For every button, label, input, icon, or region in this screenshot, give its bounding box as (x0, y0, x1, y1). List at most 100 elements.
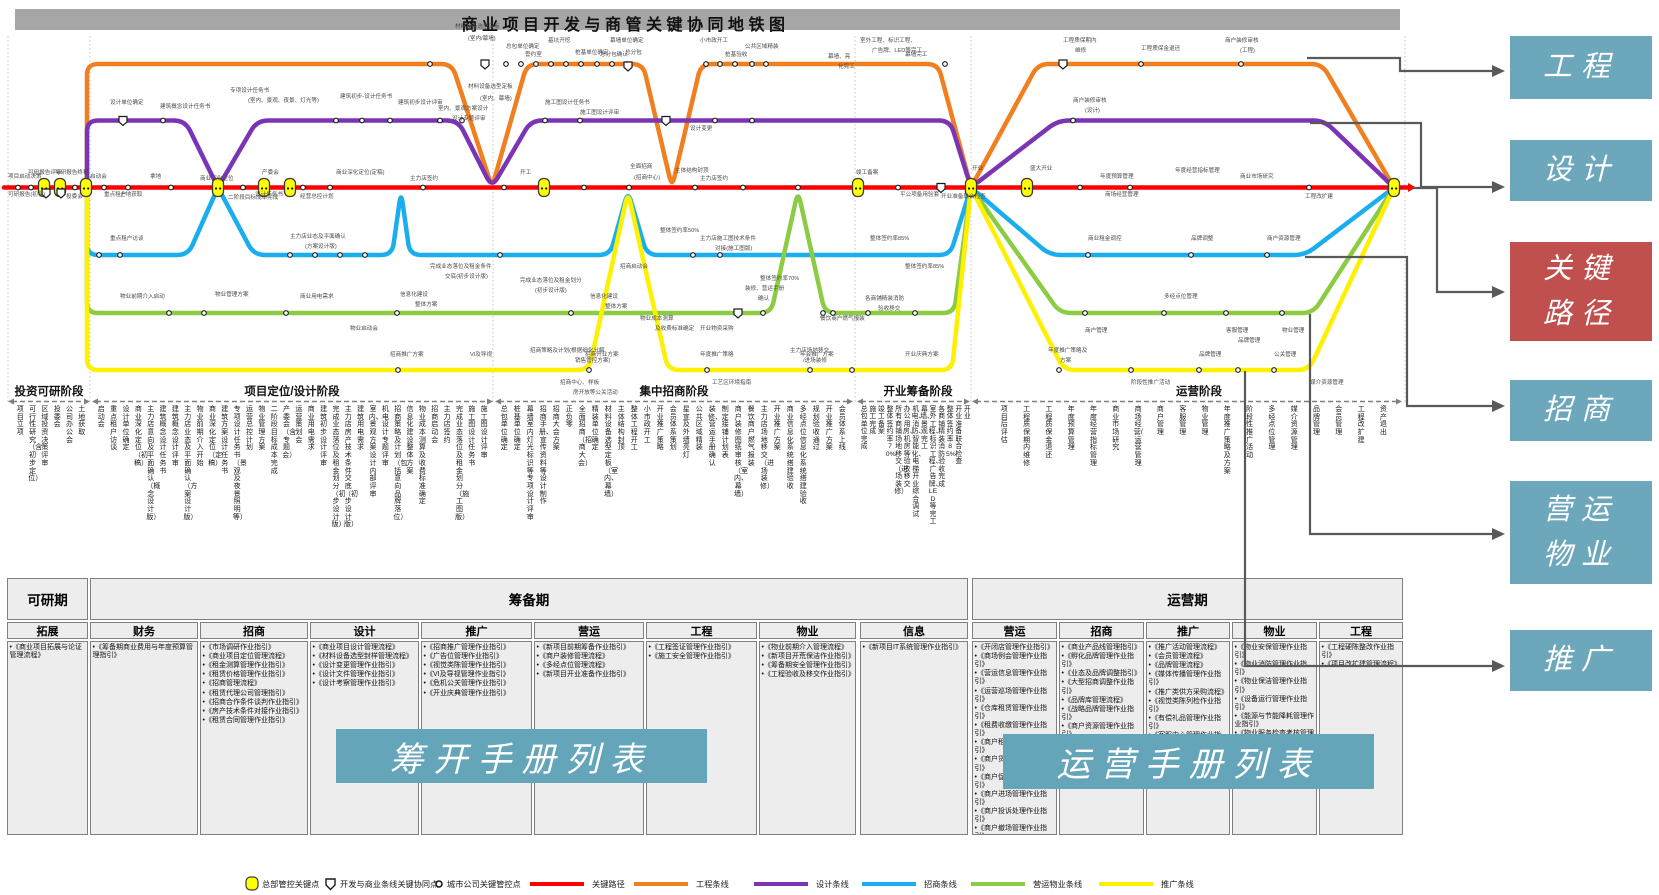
svg-text:/进场装修: /进场装修 (803, 356, 827, 364)
svg-text:房开放等公关活动: 房开放等公关活动 (573, 388, 618, 396)
svg-text:幕墙单位确定: 幕墙单位确定 (610, 36, 644, 44)
svg-text:主力店施工图技术条件: 主力店施工图技术条件 (700, 234, 756, 242)
svg-text:商户管理: 商户管理 (1085, 326, 1108, 334)
svg-text:推广条线: 推广条线 (1161, 879, 1194, 889)
svg-text:信息化建设: 信息化建设 (590, 292, 618, 300)
svg-text:可研报告终稿: 可研报告终稿 (55, 168, 89, 176)
svg-text:材料设备选型定板: 材料设备选型定板 (455, 22, 500, 30)
svg-text:小市政开工: 小市政开工 (700, 36, 728, 44)
svg-text:商户资源管理: 商户资源管理 (1267, 234, 1301, 242)
svg-text:(室内、景观、夜景、灯光等): (室内、景观、夜景、灯光等) (248, 96, 319, 104)
svg-text:投资可研阶段: 投资可研阶段 (15, 384, 84, 398)
svg-text:公关管理: 公关管理 (1274, 350, 1297, 358)
svg-text:公共区域精装: 公共区域精装 (745, 42, 779, 50)
svg-text:(招商中心): (招商中心) (634, 173, 660, 181)
svg-text:设计单位确定: 设计单位确定 (110, 98, 144, 106)
svg-text:开发与商业条线关键协同点: 开发与商业条线关键协同点 (340, 879, 438, 889)
svg-text:销售管控方案): 销售管控方案) (575, 356, 611, 364)
svg-text:设计任务书: 设计任务书 (255, 190, 283, 198)
svg-text:验收移交: 验收移交 (878, 304, 901, 312)
svg-text:启动会: 启动会 (90, 172, 107, 180)
svg-text:商业用电需求: 商业用电需求 (300, 292, 334, 300)
svg-text:总分包确认: 总分包确认 (600, 50, 628, 58)
svg-text:(室内、幕墙): (室内、幕墙) (480, 94, 512, 102)
svg-text:工程质保金退还: 工程质保金退还 (1141, 44, 1181, 52)
svg-text:年度推广策略: 年度推广策略 (700, 350, 734, 358)
svg-text:可研报告(初稿): 可研报告(初稿) (8, 190, 45, 198)
svg-text:开业庆典方案: 开业庆典方案 (905, 350, 939, 358)
svg-text:投委会: 投委会 (66, 192, 83, 200)
svg-text:完成业态落位及租金条件: 完成业态落位及租金条件 (430, 262, 492, 270)
svg-text:(初步设计版): (初步设计版) (535, 286, 567, 294)
svg-text:招商条线: 招商条线 (924, 879, 957, 889)
svg-text:商业深化定位: 商业深化定位 (200, 174, 234, 182)
svg-text:化完工: 化完工 (838, 62, 855, 70)
svg-text:运营阶段: 运营阶段 (1176, 384, 1222, 398)
svg-text:主力店业态及平面确认: 主力店业态及平面确认 (290, 232, 346, 240)
svg-text:重点租户访谈: 重点租户访谈 (110, 234, 144, 242)
svg-text:桩基单位确定: 桩基单位确定 (575, 48, 609, 56)
svg-text:及收费标准确定: 及收费标准确定 (655, 324, 695, 332)
svg-text:工程质保期内: 工程质保期内 (1063, 36, 1097, 44)
svg-text:整体签约率85%: 整体签约率85% (870, 234, 909, 242)
svg-text:竣工备案: 竣工备案 (856, 168, 879, 176)
svg-text:主力店场地移交: 主力店场地移交 (790, 346, 830, 354)
svg-text:品牌管理: 品牌管理 (1199, 350, 1222, 358)
svg-text:招商推广方案: 招商推广方案 (390, 350, 424, 358)
svg-text:餐饮商户燃气报装: 餐饮商户燃气报装 (820, 314, 865, 322)
svg-text:年度经营指标管理: 年度经营指标管理 (1175, 166, 1220, 174)
svg-text:广告牌、LED等完工: 广告牌、LED等完工 (872, 46, 922, 54)
svg-text:开业准备联合检查: 开业准备联合检查 (941, 192, 986, 200)
svg-text:室外工程、标识工程、: 室外工程、标识工程、 (860, 36, 916, 44)
svg-text:物业前期介入启动: 物业前期介入启动 (120, 292, 165, 300)
svg-text:主力店签约: 主力店签约 (410, 174, 438, 182)
svg-text:设计专题评审: 设计专题评审 (452, 114, 486, 122)
svg-text:誊约室: 誊约室 (525, 50, 542, 58)
svg-text:拿地: 拿地 (150, 172, 162, 180)
svg-text:招商启动会: 招商启动会 (620, 262, 648, 270)
svg-text:品牌调整: 品牌调整 (1191, 234, 1214, 242)
svg-text:工艺区环境指南: 工艺区环境指南 (712, 378, 752, 386)
svg-text:施工图设计任务书: 施工图设计任务书 (545, 98, 590, 106)
svg-text:工程条线: 工程条线 (696, 879, 729, 889)
svg-text:招商开业方案: 招商开业方案 (585, 350, 619, 358)
svg-text:专项设计任务书: 专项设计任务书 (230, 86, 270, 94)
svg-text:商户装修审核: 商户装修审核 (1225, 36, 1259, 44)
svg-text:城市公司关键管控点: 城市公司关键管控点 (447, 879, 521, 889)
svg-text:工程改扩建: 工程改扩建 (1305, 192, 1333, 200)
svg-text:主体结构封顶: 主体结构封顶 (675, 166, 709, 174)
svg-text:集中招商阶段: 集中招商阶段 (639, 384, 709, 398)
svg-text:商业租金调控: 商业租金调控 (1088, 234, 1122, 242)
svg-text:施工图设计评审: 施工图设计评审 (580, 108, 620, 116)
svg-text:室内、景观方案设计: 室内、景观方案设计 (438, 104, 489, 112)
svg-text:关键路径: 关键路径 (592, 879, 625, 889)
svg-text:盛大开业: 盛大开业 (1030, 164, 1053, 172)
svg-text:营运物业条线: 营运物业条线 (1033, 879, 1082, 889)
svg-text:平公项备用验套: 平公项备用验套 (900, 190, 940, 198)
svg-text:经营总控计划: 经营总控计划 (300, 192, 334, 200)
svg-text:交底(初步设计版): 交底(初步设计版) (445, 272, 488, 280)
svg-text:商业深化定位(定稿): 商业深化定位(定稿) (336, 168, 385, 176)
svg-text:重点租户: 重点租户 (104, 190, 126, 198)
svg-text:幕墙完工: 幕墙完工 (905, 50, 928, 58)
svg-text:总部管控关键点: 总部管控关键点 (262, 879, 319, 889)
svg-text:各商铺精装消防: 各商铺精装消防 (865, 294, 905, 302)
svg-text:整体方案: 整体方案 (605, 302, 628, 310)
svg-text:主力店签约: 主力店签约 (700, 174, 728, 182)
svg-text:商场经营管理: 商场经营管理 (1105, 190, 1139, 198)
svg-text:建筑初步设计评审: 建筑初步设计评审 (398, 98, 443, 106)
svg-text:物业管理方案: 物业管理方案 (215, 290, 249, 298)
svg-text:材料设备选型定板: 材料设备选型定板 (468, 82, 513, 90)
svg-text:建筑初步-设计任务书: 建筑初步-设计任务书 (340, 92, 393, 100)
svg-text:物业成本测算: 物业成本测算 (640, 314, 674, 322)
svg-text:可研报告评审: 可研报告评审 (28, 168, 62, 176)
svg-text:整体签约率85%: 整体签约率85% (905, 262, 944, 270)
svg-text:年度推广策略及: 年度推广策略及 (1048, 346, 1088, 354)
svg-text:物业启动会: 物业启动会 (350, 324, 378, 332)
svg-text:装修、营运手册: 装修、营运手册 (745, 284, 785, 292)
svg-text:产委会: 产委会 (262, 168, 279, 176)
svg-text:建筑概念设计任务书: 建筑概念设计任务书 (160, 102, 211, 110)
svg-text:设计变更: 设计变更 (690, 124, 713, 132)
svg-text:招商策略及计划(根据细化分解: 招商策略及计划(根据细化分解 (530, 346, 605, 354)
svg-text:总包单位确定: 总包单位确定 (506, 42, 540, 50)
